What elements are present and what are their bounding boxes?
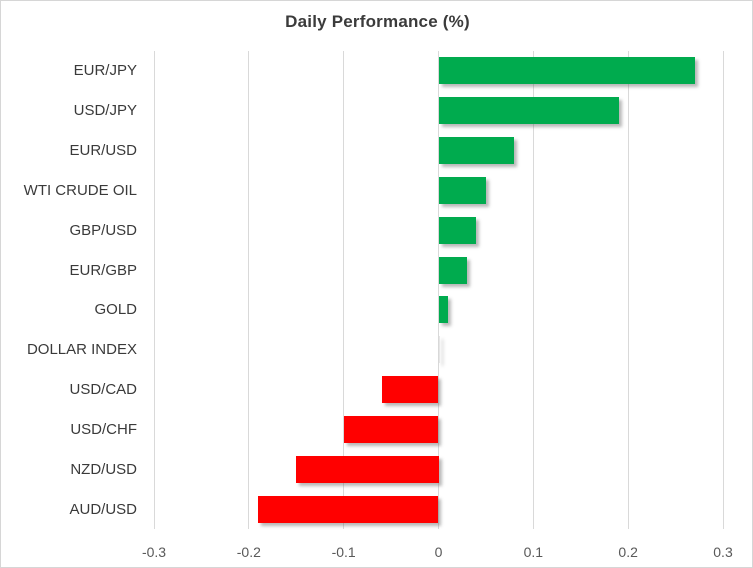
gridline	[153, 51, 155, 529]
gridline	[248, 51, 250, 529]
gridline	[438, 51, 439, 529]
category-label: EUR/USD	[69, 142, 137, 160]
bar-usd-cad	[381, 376, 439, 404]
bar-eur-usd	[438, 137, 515, 165]
gridline	[343, 51, 345, 529]
x-tick-label: 0.2	[618, 544, 638, 560]
x-tick-label: -0.2	[236, 544, 261, 560]
category-label: USD/CHF	[70, 420, 137, 438]
category-label: USD/CAD	[69, 381, 137, 399]
bar-eur-gbp	[438, 256, 467, 284]
category-label: DOLLAR INDEX	[26, 341, 137, 359]
x-tick-label: 0	[434, 544, 443, 560]
gridline	[532, 51, 534, 529]
category-label: EUR/GBP	[69, 261, 137, 279]
bar-gbp-usd	[438, 216, 477, 244]
chart-title: Daily Performance (%)	[285, 12, 470, 31]
plot-area	[153, 51, 724, 529]
category-axis: EUR/JPY USD/JPY EUR/USD WTI CRUDE OIL GBP/US…	[1, 51, 137, 529]
gridline	[722, 51, 724, 529]
category-label: GOLD	[94, 301, 137, 319]
bar-aud-usd	[258, 495, 439, 523]
bar-usd-chf	[343, 415, 439, 443]
category-label: USD/JPY	[73, 102, 137, 120]
x-tick-label: 0.1	[523, 544, 544, 560]
bar-gold	[438, 296, 448, 324]
x-axis: -0.3 -0.2 -0.1 0 0.1 0.2 0.3	[142, 544, 733, 564]
category-label: WTI CRUDE OIL	[23, 181, 137, 199]
bar-dollar-index	[438, 336, 440, 364]
bar-usd-jpy	[438, 97, 619, 125]
category-label: EUR/JPY	[73, 62, 137, 80]
category-label: NZD/USD	[70, 460, 137, 478]
bar-wti-crude-oil	[438, 176, 486, 204]
category-label: GBP/USD	[69, 221, 137, 239]
bar-nzd-usd	[296, 455, 439, 483]
category-label: AUD/USD	[69, 500, 137, 518]
x-tick-label: -0.1	[331, 544, 356, 560]
x-tick-label: 0.3	[713, 544, 733, 560]
bar-eur-jpy	[438, 57, 695, 85]
x-tick-label: -0.3	[141, 544, 167, 560]
gridline	[627, 51, 629, 529]
